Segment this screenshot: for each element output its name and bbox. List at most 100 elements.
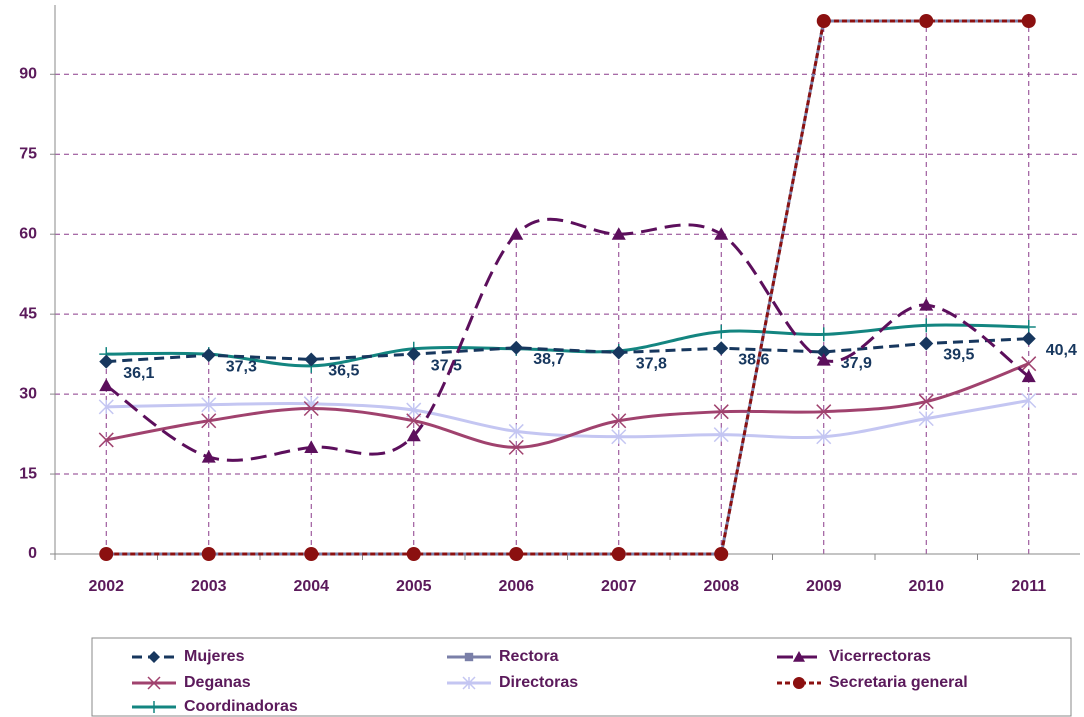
marker: [508, 423, 524, 439]
marker: [918, 394, 934, 410]
legend-label: Coordinadoras: [184, 698, 298, 715]
x-tick-label: 2004: [293, 578, 329, 595]
marker: [816, 352, 831, 366]
marker: [1021, 319, 1036, 334]
data-label: 38,7: [533, 351, 564, 368]
series-line: [106, 323, 1029, 368]
y-tick-label: 45: [19, 305, 37, 322]
x-tick-label: 2005: [396, 578, 432, 595]
x-tick-label: 2007: [601, 578, 637, 595]
marker: [99, 547, 114, 561]
marker: [303, 400, 319, 417]
marker: [1021, 13, 1036, 28]
marker: [816, 13, 831, 28]
marker: [611, 547, 626, 561]
y-tick-label: 0: [28, 545, 37, 562]
marker: [148, 701, 160, 713]
marker: [713, 404, 729, 420]
marker: [147, 676, 161, 690]
marker: [304, 440, 319, 453]
marker: [816, 404, 832, 420]
marker: [509, 547, 524, 561]
marker: [99, 354, 114, 369]
marker: [918, 411, 934, 427]
marker: [406, 547, 421, 561]
marker: [201, 449, 216, 463]
marker: [406, 413, 422, 429]
marker: [714, 341, 729, 356]
marker: [1021, 356, 1037, 372]
series-line: [106, 19, 1029, 556]
marker: [919, 336, 934, 351]
data-label: 39,5: [943, 347, 974, 364]
marker: [509, 340, 524, 355]
marker: [406, 428, 421, 442]
marker: [611, 227, 626, 240]
marker: [201, 397, 217, 413]
series-line: [105, 217, 1030, 462]
marker: [1021, 331, 1036, 346]
marker: [99, 378, 114, 392]
data-label: 37,8: [636, 356, 667, 373]
y-tick-label: 30: [19, 385, 37, 402]
marker: [611, 345, 626, 360]
y-tick-label: 75: [19, 145, 37, 162]
marker: [98, 432, 114, 448]
data-label: 36,1: [123, 365, 154, 382]
data-label: 38,6: [738, 351, 769, 368]
x-tick-label: 2011: [1011, 578, 1046, 595]
marker: [201, 348, 216, 363]
data-label: 40,4: [1046, 342, 1077, 359]
legend-label: Secretaria general: [829, 674, 968, 691]
marker: [148, 651, 160, 663]
marker: [201, 413, 217, 429]
marker: [714, 227, 729, 240]
legend-label: Rectora: [499, 648, 559, 665]
y-tick-label: 60: [19, 225, 37, 242]
marker: [714, 547, 729, 561]
x-tick-label: 2008: [703, 578, 739, 595]
legend-label: Directoras: [499, 674, 578, 691]
marker: [816, 344, 831, 359]
marker: [816, 327, 831, 342]
marker: [793, 677, 805, 689]
x-tick-label: 2006: [498, 578, 534, 595]
data-label: 37,3: [226, 358, 257, 375]
marker: [919, 318, 934, 333]
marker: [919, 298, 934, 311]
marker: [508, 439, 524, 455]
marker: [509, 227, 524, 240]
y-tick-label: 90: [19, 66, 37, 83]
data-label: 37,9: [841, 355, 872, 372]
legend-label: Mujeres: [184, 648, 245, 665]
marker: [201, 547, 216, 561]
data-label: 36,5: [328, 363, 359, 380]
marker: [98, 399, 114, 415]
marker: [713, 427, 729, 443]
marker: [1021, 369, 1036, 383]
marker: [611, 413, 627, 429]
x-tick-label: 2002: [88, 578, 124, 595]
marker: [406, 402, 422, 418]
x-tick-label: 2010: [908, 578, 944, 595]
marker: [462, 676, 476, 690]
legend-label: Vicerrectoras: [829, 648, 931, 665]
legend-box: [91, 637, 1072, 717]
y-tick-label: 15: [19, 465, 37, 482]
marker: [611, 429, 627, 445]
x-tick-label: 2003: [191, 578, 227, 595]
data-label: 37,5: [431, 357, 462, 374]
marker: [714, 324, 729, 339]
marker: [464, 652, 474, 662]
marker: [406, 347, 421, 362]
series-line: [105, 362, 1030, 449]
marker: [1021, 392, 1037, 409]
marker: [816, 429, 832, 445]
marker: [304, 352, 319, 367]
marker: [919, 13, 934, 28]
marker: [793, 651, 805, 662]
x-tick-label: 2009: [806, 578, 842, 595]
marker: [304, 547, 319, 561]
series-line: [106, 337, 1029, 364]
